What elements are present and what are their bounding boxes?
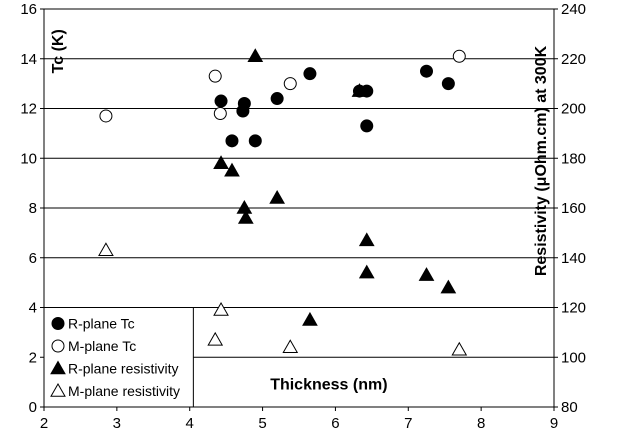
marker-triangle-filled — [237, 209, 254, 224]
y2-tick-label: 220 — [561, 51, 586, 68]
y-tick-label: 8 — [29, 200, 37, 217]
marker-circle-filled — [237, 97, 251, 111]
y2-axis-label: Resistivity (μOhm.cm) at 300K — [533, 45, 550, 276]
legend-marker-triangle-open — [50, 382, 66, 397]
legend-label: R-plane resistivity — [68, 361, 178, 377]
marker-circle-open — [283, 77, 297, 91]
gridlines — [44, 8, 554, 358]
y-axis-label: Tc (K) — [50, 29, 67, 73]
y2-tick-label: 180 — [561, 150, 586, 167]
y-tick-label: 6 — [29, 250, 37, 267]
marker-triangle-filled — [351, 83, 368, 97]
y2-tick-label: 120 — [561, 300, 586, 317]
marker-triangle-open — [98, 242, 114, 257]
marker-triangle-open — [282, 339, 299, 354]
y2-tick-label: 140 — [561, 250, 586, 267]
marker-circle-filled — [441, 77, 455, 91]
legend-label: M-plane resistivity — [68, 383, 180, 399]
x-tick-label: 4 — [186, 415, 194, 432]
x-tick-label: 9 — [550, 415, 558, 432]
x-tick-label: 6 — [331, 415, 339, 432]
x-tick-label: 7 — [404, 415, 412, 432]
y2-tick-label: 80 — [561, 399, 578, 416]
legend-marker-triangle-filled — [50, 360, 66, 375]
marker-triangle-filled — [440, 279, 457, 294]
y-tick-label: 16 — [20, 1, 37, 18]
axes — [40, 8, 558, 411]
y-tick-label: 0 — [29, 399, 37, 416]
marker-triangle-open — [207, 331, 224, 346]
legend-label: M-plane Tc — [68, 338, 136, 354]
y2-tick-label: 160 — [561, 200, 586, 217]
y-tick-label: 2 — [29, 349, 37, 366]
marker-circle-filled — [270, 92, 284, 106]
marker-circle-filled — [225, 134, 239, 148]
marker-circle-filled — [360, 119, 374, 133]
marker-circle-open — [213, 106, 227, 120]
y2-tick-label: 100 — [561, 349, 586, 366]
marker-circle-filled — [303, 67, 317, 81]
marker-circle-filled — [248, 134, 262, 148]
y-tick-label: 10 — [20, 150, 37, 167]
x-tick-label: 3 — [113, 415, 121, 432]
marker-triangle-filled — [224, 162, 240, 177]
marker-triangle-filled — [358, 232, 375, 247]
x-tick-label: 8 — [477, 415, 485, 432]
marker-circle-open — [208, 69, 222, 83]
marker-triangle-filled — [302, 311, 318, 326]
x-axis-label: Thickness (nm) — [270, 377, 387, 394]
legend-marker-circle-open — [51, 339, 65, 353]
marker-circle-open — [99, 109, 113, 123]
x-tick-label: 5 — [258, 415, 266, 432]
marker-triangle-filled — [358, 264, 375, 279]
marker-triangle-open — [451, 341, 468, 356]
y-tick-label: 14 — [20, 51, 37, 68]
marker-circle-filled — [420, 64, 433, 78]
legend: R-plane Tc M-plane Tc R-plane resistivity M… — [50, 316, 180, 399]
y2-tick-label: 240 — [561, 1, 586, 18]
y2-tick-label: 200 — [561, 101, 586, 118]
y-tick-label: 4 — [29, 300, 37, 317]
tick-labels: 0246810121416801001201401601802002202402… — [20, 1, 586, 432]
marker-triangle-filled — [418, 267, 435, 281]
y-tick-label: 12 — [20, 101, 37, 118]
marker-triangle-filled — [213, 155, 229, 169]
legend-marker-circle-filled — [51, 317, 65, 330]
x-tick-label: 2 — [40, 415, 48, 432]
marker-circle-filled — [214, 94, 228, 108]
marker-circle-open — [452, 49, 466, 63]
marker-triangle-filled — [269, 190, 286, 204]
marker-triangle-filled — [236, 199, 253, 214]
legend-label: R-plane Tc — [68, 316, 135, 332]
marker-triangle-filled — [247, 48, 264, 63]
data-markers — [98, 48, 468, 356]
marker-triangle-open — [213, 301, 229, 316]
